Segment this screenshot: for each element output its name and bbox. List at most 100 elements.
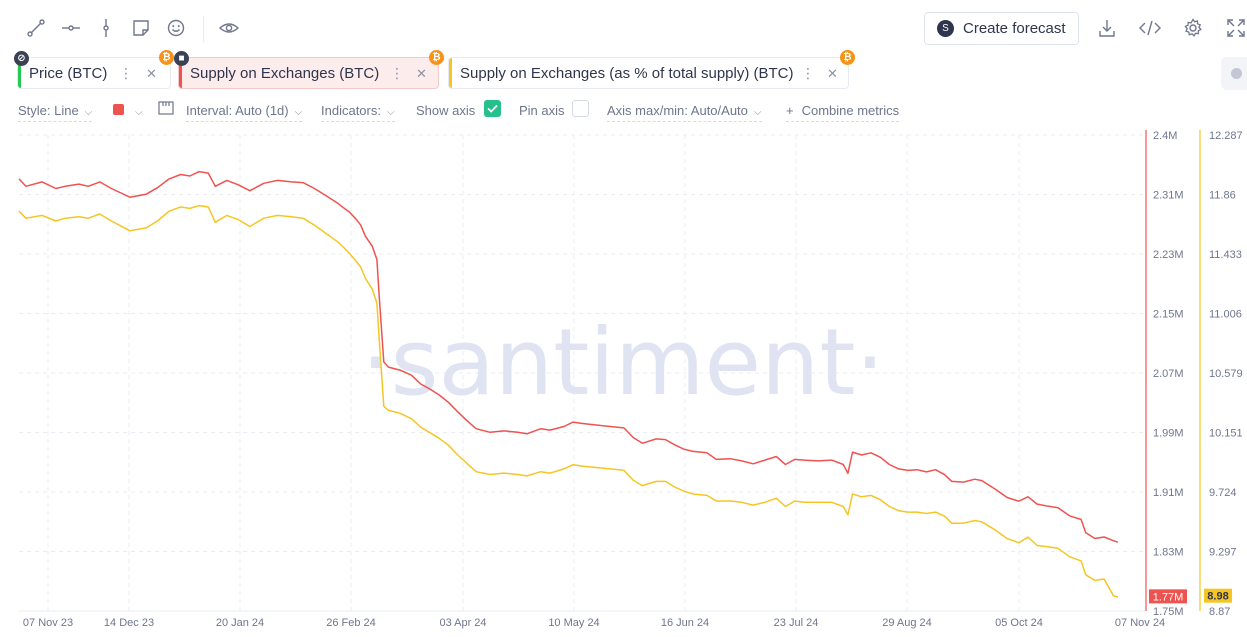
chevron-down-icon: ⌵ xyxy=(753,107,762,118)
indicators-label: Indicators: xyxy=(321,103,381,118)
toolbar-divider xyxy=(203,16,204,42)
bitcoin-badge-icon: ₿ xyxy=(159,50,174,65)
axis-maxmin-label: Axis max/min: Auto/Auto xyxy=(607,103,748,118)
right-axis-tick-label: 9.724 xyxy=(1209,487,1237,499)
x-axis-tick-label: 16 Jun 24 xyxy=(661,617,709,629)
embed-code-icon[interactable] xyxy=(1138,16,1162,40)
interval-label: Interval: Auto (1d) xyxy=(186,103,289,118)
left-axis-tick-label: 1.91M xyxy=(1153,487,1184,499)
plus-icon: + xyxy=(786,103,794,118)
metric-chip-supply-on-exchanges[interactable]: Supply on Exchanges (BTC) ⋮ ✕ xyxy=(178,57,439,89)
right-current-value-badge xyxy=(1204,588,1232,603)
chevron-down-icon: ⌵ xyxy=(135,107,143,118)
metric-color-bar xyxy=(18,58,21,88)
download-icon[interactable] xyxy=(1095,16,1119,40)
chevron-down-icon: ⌵ xyxy=(294,107,303,118)
chevron-down-icon: ⌵ xyxy=(386,107,395,118)
lock-badge-icon[interactable]: ■ xyxy=(174,51,189,66)
metric-color-bar xyxy=(179,58,182,88)
side-panel-toggle[interactable] xyxy=(1221,57,1247,90)
vertical-line-icon[interactable] xyxy=(94,16,118,40)
eye-icon[interactable] xyxy=(217,16,241,40)
remove-metric-icon[interactable]: ✕ xyxy=(146,66,157,81)
left-axis-tick-label: 2.4M xyxy=(1153,130,1177,142)
forecast-icon: S xyxy=(937,20,954,37)
right-axis-tick-label: 12.287 xyxy=(1209,130,1243,142)
series-line-supply-on-exchanges xyxy=(18,170,1119,543)
axis-maxmin-select[interactable]: Axis max/min: Auto/Auto ⌵ xyxy=(607,103,762,122)
color-select[interactable]: ⌵ xyxy=(113,103,143,121)
x-axis-tick-label: 26 Feb 24 xyxy=(326,617,376,629)
bitcoin-badge-icon: ₿ xyxy=(840,50,855,65)
x-axis-tick-label: 23 Jul 24 xyxy=(774,617,819,629)
right-axis-tick-label: 8.87 xyxy=(1209,606,1230,618)
indicators-select[interactable]: Indicators: ⌵ xyxy=(321,103,395,122)
metric-label: Supply on Exchanges (as % of total suppl… xyxy=(460,64,794,82)
interval-icon xyxy=(158,101,174,115)
bitcoin-badge-icon: ₿ xyxy=(429,50,444,65)
line-color-swatch[interactable] xyxy=(113,104,124,115)
metric-menu-icon[interactable]: ⋮ xyxy=(119,65,133,81)
combine-metrics-label: Combine metrics xyxy=(801,103,900,118)
x-axis-tick-label: 29 Aug 24 xyxy=(882,617,932,629)
show-axis-checkbox[interactable] xyxy=(484,100,501,117)
right-current-value-label: 8.98 xyxy=(1207,591,1228,603)
santiment-watermark: ·santiment· xyxy=(361,309,884,416)
left-axis-tick-label: 2.07M xyxy=(1153,368,1184,380)
metric-chip-price-btc[interactable]: Price (BTC) ⋮ ✕ xyxy=(17,57,171,89)
pin-axis-checkbox[interactable] xyxy=(572,100,589,117)
x-axis-tick-label: 05 Oct 24 xyxy=(995,617,1043,629)
checkmark-icon xyxy=(487,104,498,113)
right-axis-tick-label: 11.86 xyxy=(1209,190,1236,202)
right-axis-tick-label: 10.151 xyxy=(1209,428,1243,440)
combine-metrics-button[interactable]: + Combine metrics xyxy=(786,103,900,122)
interval-select[interactable]: Interval: Auto (1d) ⌵ xyxy=(186,103,303,122)
chart-grid xyxy=(19,134,1145,612)
chevron-down-icon: ⌵ xyxy=(84,107,93,118)
x-axis-tick-label: 10 May 24 xyxy=(548,617,599,629)
x-axis-tick-label: 03 Apr 24 xyxy=(439,617,486,629)
right-axis-tick-label: 11.433 xyxy=(1209,249,1242,261)
x-axis-tick-label: 14 Dec 23 xyxy=(104,617,154,629)
show-axis-label: Show axis xyxy=(416,103,476,118)
x-axis-tick-label: 07 Nov 24 xyxy=(1115,617,1165,629)
metric-chip-supply-percent[interactable]: Supply on Exchanges (as % of total suppl… xyxy=(448,57,849,89)
series-line-supply-percent xyxy=(18,204,1119,598)
metric-menu-icon[interactable]: ⋮ xyxy=(801,65,815,81)
create-forecast-button[interactable]: S Create forecast xyxy=(924,12,1079,45)
left-axis-tick-label: 2.15M xyxy=(1153,309,1184,321)
right-axis-tick-label: 10.579 xyxy=(1209,368,1243,380)
left-current-value-label: 1.77M xyxy=(1153,591,1184,603)
left-axis-tick-label: 1.83M xyxy=(1153,547,1184,559)
left-current-value-badge xyxy=(1149,589,1187,604)
left-axis-tick-label: 2.23M xyxy=(1153,249,1184,261)
right-axis-tick-label: 11.006 xyxy=(1209,309,1242,321)
emoji-icon[interactable] xyxy=(164,16,188,40)
chart-series xyxy=(18,170,1119,598)
horizontal-ray-icon[interactable] xyxy=(59,16,83,40)
create-forecast-label: Create forecast xyxy=(963,20,1066,37)
style-label: Style: Line xyxy=(18,103,79,118)
metric-label: Supply on Exchanges (BTC) xyxy=(190,64,380,82)
trend-line-icon[interactable] xyxy=(24,16,48,40)
remove-metric-icon[interactable]: ✕ xyxy=(416,66,427,81)
settings-gear-icon[interactable] xyxy=(1181,16,1205,40)
note-icon[interactable] xyxy=(129,16,153,40)
left-axis-tick-label: 1.75M xyxy=(1153,606,1184,618)
style-select[interactable]: Style: Line ⌵ xyxy=(18,103,93,122)
fullscreen-icon[interactable] xyxy=(1224,16,1247,40)
metric-settings-row: Style: Line ⌵ ⌵ Interval: Auto (1d) ⌵ Indi… xyxy=(0,98,1247,124)
metric-label: Price (BTC) xyxy=(29,64,108,82)
remove-metric-icon[interactable]: ✕ xyxy=(827,66,838,81)
metric-menu-icon[interactable]: ⋮ xyxy=(390,65,404,81)
left-axis-tick-label: 1.99M xyxy=(1153,428,1184,440)
chart-axes: 2.4M 12.287 2.31M 11.86 2.23M 11.433 2.15M 11.0… xyxy=(1145,130,1243,618)
metric-color-bar xyxy=(449,58,452,88)
hidden-eye-badge-icon[interactable]: ⊘ xyxy=(14,51,29,66)
right-axis-tick-label: 9.297 xyxy=(1209,547,1237,559)
x-axis-tick-label: 20 Jan 24 xyxy=(216,617,264,629)
pin-axis-label: Pin axis xyxy=(519,103,565,118)
chart-area[interactable]: ·santiment· 2.4M 12.287 2.31M 11.86 2.23M 11.… xyxy=(0,126,1247,637)
x-axis-tick-label: 07 Nov 23 xyxy=(23,617,73,629)
chart-x-axis: 07 Nov 23 14 Dec 23 20 Jan 24 26 Feb 24 03 A… xyxy=(23,617,1165,629)
